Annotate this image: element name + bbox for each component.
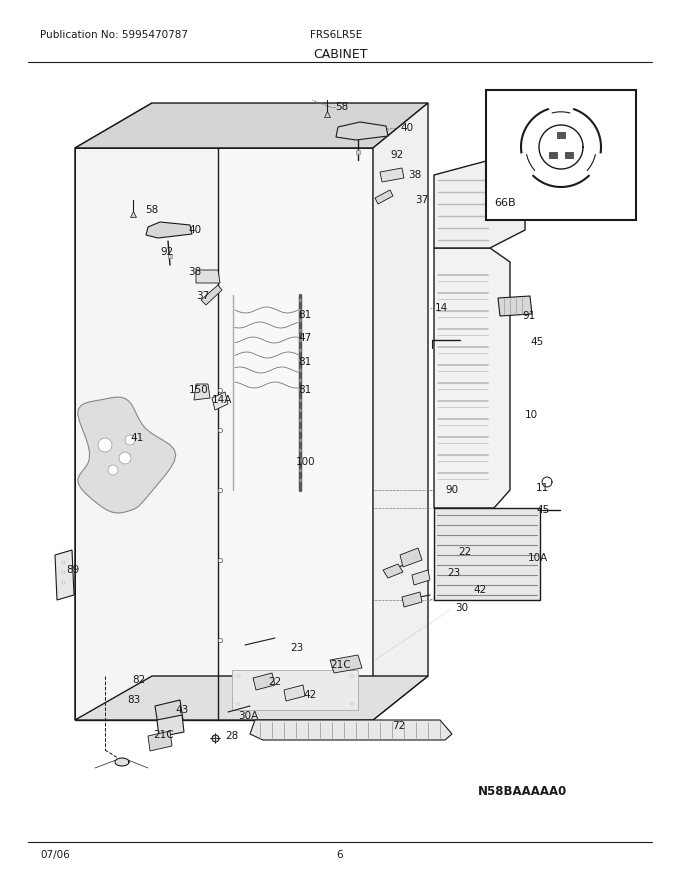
Text: 45: 45	[536, 505, 549, 515]
Polygon shape	[78, 397, 175, 513]
Polygon shape	[434, 508, 540, 600]
Text: Publication No: 5995470787: Publication No: 5995470787	[40, 30, 188, 40]
Polygon shape	[148, 731, 172, 751]
Text: N58BAAAAA0: N58BAAAAA0	[478, 785, 567, 798]
Text: 21C: 21C	[330, 660, 351, 670]
Text: FRS6LR5E: FRS6LR5E	[310, 30, 362, 40]
Polygon shape	[330, 655, 362, 673]
Text: 30A: 30A	[238, 711, 258, 721]
Polygon shape	[119, 452, 131, 464]
Text: 41: 41	[130, 433, 143, 443]
Polygon shape	[498, 296, 532, 316]
Text: 81: 81	[298, 385, 311, 395]
Polygon shape	[549, 105, 573, 118]
Text: 90: 90	[445, 485, 458, 495]
Polygon shape	[520, 152, 539, 176]
Polygon shape	[566, 152, 573, 158]
Text: 21C: 21C	[153, 730, 173, 740]
Text: 22: 22	[458, 547, 471, 557]
Text: 40: 40	[188, 225, 201, 235]
Polygon shape	[117, 759, 127, 765]
Polygon shape	[55, 550, 74, 600]
Text: 28: 28	[225, 731, 238, 741]
Polygon shape	[196, 270, 220, 283]
Polygon shape	[212, 392, 228, 410]
Text: 92: 92	[390, 150, 403, 160]
Text: 10: 10	[525, 410, 538, 420]
Polygon shape	[549, 152, 556, 158]
Text: 10A: 10A	[528, 553, 548, 563]
Text: 40: 40	[400, 123, 413, 133]
Text: 43: 43	[175, 705, 188, 715]
Polygon shape	[157, 715, 184, 737]
Polygon shape	[253, 673, 275, 690]
Polygon shape	[232, 670, 358, 710]
Text: 11: 11	[536, 483, 549, 493]
Polygon shape	[75, 103, 428, 148]
Text: 14: 14	[435, 303, 448, 313]
Polygon shape	[402, 592, 422, 607]
Polygon shape	[194, 384, 210, 400]
Text: 37: 37	[415, 195, 428, 205]
Text: 6: 6	[337, 850, 343, 860]
Text: 82: 82	[132, 675, 146, 685]
Text: 30: 30	[455, 603, 468, 613]
Text: 92: 92	[160, 247, 173, 257]
Bar	[486, 90, 636, 220]
Polygon shape	[98, 438, 112, 452]
Polygon shape	[375, 190, 393, 204]
Text: 38: 38	[408, 170, 421, 180]
Text: 91: 91	[522, 311, 535, 321]
Text: 100: 100	[296, 457, 316, 467]
Polygon shape	[76, 149, 217, 719]
Polygon shape	[583, 152, 602, 176]
Text: CABINET: CABINET	[313, 48, 367, 61]
Text: 42: 42	[303, 690, 316, 700]
Polygon shape	[75, 103, 152, 720]
Polygon shape	[373, 103, 428, 720]
Text: 42: 42	[473, 585, 486, 595]
Polygon shape	[108, 465, 118, 475]
Text: 66B: 66B	[494, 198, 515, 208]
Polygon shape	[434, 160, 525, 248]
Polygon shape	[557, 132, 565, 138]
Polygon shape	[400, 548, 422, 567]
Polygon shape	[380, 168, 404, 182]
Text: 89: 89	[66, 565, 80, 575]
Text: 38: 38	[188, 267, 201, 277]
Polygon shape	[383, 564, 403, 578]
Text: 47: 47	[298, 333, 311, 343]
Polygon shape	[284, 685, 305, 701]
Text: 81: 81	[298, 310, 311, 320]
Text: 58: 58	[145, 205, 158, 215]
Polygon shape	[434, 248, 510, 508]
Polygon shape	[412, 570, 430, 585]
Text: 14A: 14A	[212, 395, 233, 405]
Text: 22: 22	[268, 677, 282, 687]
Text: 150: 150	[189, 385, 209, 395]
Polygon shape	[336, 122, 388, 140]
Polygon shape	[201, 285, 222, 305]
Polygon shape	[235, 702, 241, 706]
Text: 23: 23	[290, 643, 303, 653]
Text: 45: 45	[530, 337, 543, 347]
Polygon shape	[219, 149, 372, 719]
Polygon shape	[250, 720, 452, 740]
Polygon shape	[155, 700, 183, 725]
Text: 83: 83	[127, 695, 140, 705]
Text: 72: 72	[392, 721, 405, 731]
Text: 23: 23	[447, 568, 460, 578]
Text: 37: 37	[196, 291, 209, 301]
Polygon shape	[75, 676, 428, 720]
Text: 81: 81	[298, 357, 311, 367]
Polygon shape	[350, 702, 354, 706]
Polygon shape	[350, 674, 354, 678]
Text: 07/06: 07/06	[40, 850, 70, 860]
Polygon shape	[75, 148, 373, 720]
Text: 58: 58	[335, 102, 348, 112]
Polygon shape	[125, 435, 135, 445]
Polygon shape	[146, 222, 192, 238]
Polygon shape	[235, 674, 241, 678]
